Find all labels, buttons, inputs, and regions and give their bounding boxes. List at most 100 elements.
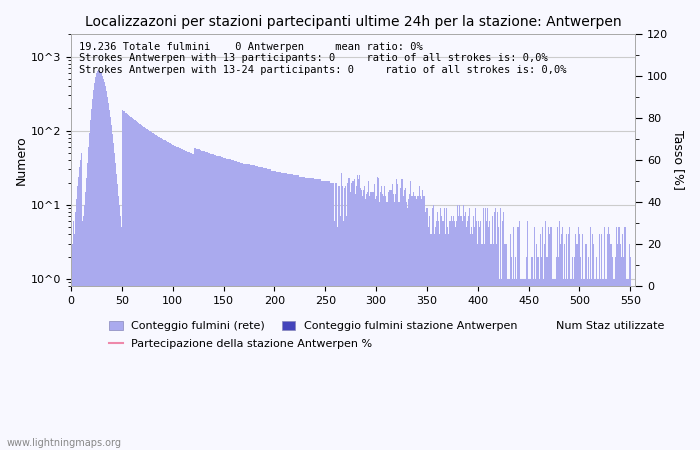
Bar <box>105 86 106 450</box>
Bar <box>533 279 534 450</box>
Bar <box>463 205 464 450</box>
Bar <box>209 153 210 450</box>
Bar <box>379 192 381 450</box>
Bar <box>251 166 253 450</box>
Bar <box>114 153 116 450</box>
Bar <box>258 167 260 450</box>
Bar <box>188 152 190 450</box>
Bar <box>119 205 120 450</box>
Bar <box>235 161 237 450</box>
Bar <box>225 158 226 450</box>
Bar <box>603 279 604 450</box>
Bar <box>161 138 162 450</box>
Bar <box>511 256 512 450</box>
Bar <box>630 256 631 450</box>
Bar <box>474 227 475 450</box>
Bar <box>107 97 108 450</box>
Bar <box>260 167 262 450</box>
Bar <box>576 243 577 450</box>
Bar <box>269 170 270 450</box>
Bar <box>504 243 505 450</box>
Bar <box>567 279 568 450</box>
Bar <box>291 174 292 450</box>
Bar <box>257 166 258 450</box>
Bar <box>538 256 539 450</box>
Bar <box>398 202 399 450</box>
Bar <box>179 148 181 450</box>
Bar <box>284 173 285 450</box>
Bar <box>275 171 276 450</box>
Bar <box>287 174 288 450</box>
Bar <box>321 181 322 450</box>
Bar <box>348 178 349 450</box>
Bar <box>92 99 93 450</box>
Bar <box>446 208 447 450</box>
Bar <box>629 243 630 450</box>
Bar <box>419 186 420 450</box>
Bar <box>438 221 439 450</box>
Bar <box>469 208 470 450</box>
Bar <box>109 110 110 450</box>
Bar <box>99 71 100 450</box>
Bar <box>561 227 563 450</box>
Bar <box>232 160 233 450</box>
Bar <box>267 170 268 450</box>
Bar <box>222 157 223 450</box>
Bar <box>433 234 435 450</box>
Bar <box>502 221 503 450</box>
Bar <box>509 279 510 450</box>
Bar <box>464 216 465 450</box>
Bar <box>347 183 348 450</box>
Bar <box>152 133 153 450</box>
Bar <box>577 243 578 450</box>
Bar <box>615 227 617 450</box>
Bar <box>238 162 239 450</box>
Bar <box>360 188 361 450</box>
Bar <box>416 199 417 450</box>
Bar <box>626 279 628 450</box>
Text: www.lightningmaps.org: www.lightningmaps.org <box>7 438 122 448</box>
Bar <box>368 181 370 450</box>
Bar <box>73 221 74 450</box>
Bar <box>574 256 575 450</box>
Bar <box>168 142 169 450</box>
Bar <box>439 234 440 450</box>
Bar <box>572 256 573 450</box>
Y-axis label: Tasso [%]: Tasso [%] <box>672 130 685 190</box>
Bar <box>485 208 486 450</box>
Bar <box>468 216 469 450</box>
Bar <box>343 221 344 450</box>
Bar <box>409 194 410 450</box>
Bar <box>241 163 242 450</box>
Bar <box>447 227 448 450</box>
Bar <box>357 176 358 450</box>
Bar <box>80 153 82 450</box>
Bar <box>153 133 154 450</box>
Bar <box>165 140 166 450</box>
Bar <box>461 216 462 450</box>
Bar <box>457 205 458 450</box>
Bar <box>230 159 231 450</box>
Bar <box>223 158 224 450</box>
Bar <box>529 279 530 450</box>
Bar <box>542 227 543 450</box>
Bar <box>558 256 559 450</box>
Bar <box>186 151 188 450</box>
Bar <box>227 159 228 450</box>
Bar <box>201 151 202 450</box>
Bar <box>512 279 513 450</box>
Bar <box>76 186 78 450</box>
Bar <box>144 127 145 450</box>
Bar <box>435 221 437 450</box>
Bar <box>532 256 533 450</box>
Bar <box>159 137 160 450</box>
Bar <box>593 243 594 450</box>
Title: Localizzazoni per stazioni partecipanti ultime 24h per la stazione: Antwerpen: Localizzazoni per stazioni partecipanti … <box>85 15 622 29</box>
Bar <box>170 143 172 450</box>
Bar <box>220 157 221 450</box>
Bar <box>318 180 320 450</box>
Bar <box>149 130 150 450</box>
Bar <box>597 279 598 450</box>
Bar <box>136 122 138 450</box>
Bar <box>106 91 107 450</box>
